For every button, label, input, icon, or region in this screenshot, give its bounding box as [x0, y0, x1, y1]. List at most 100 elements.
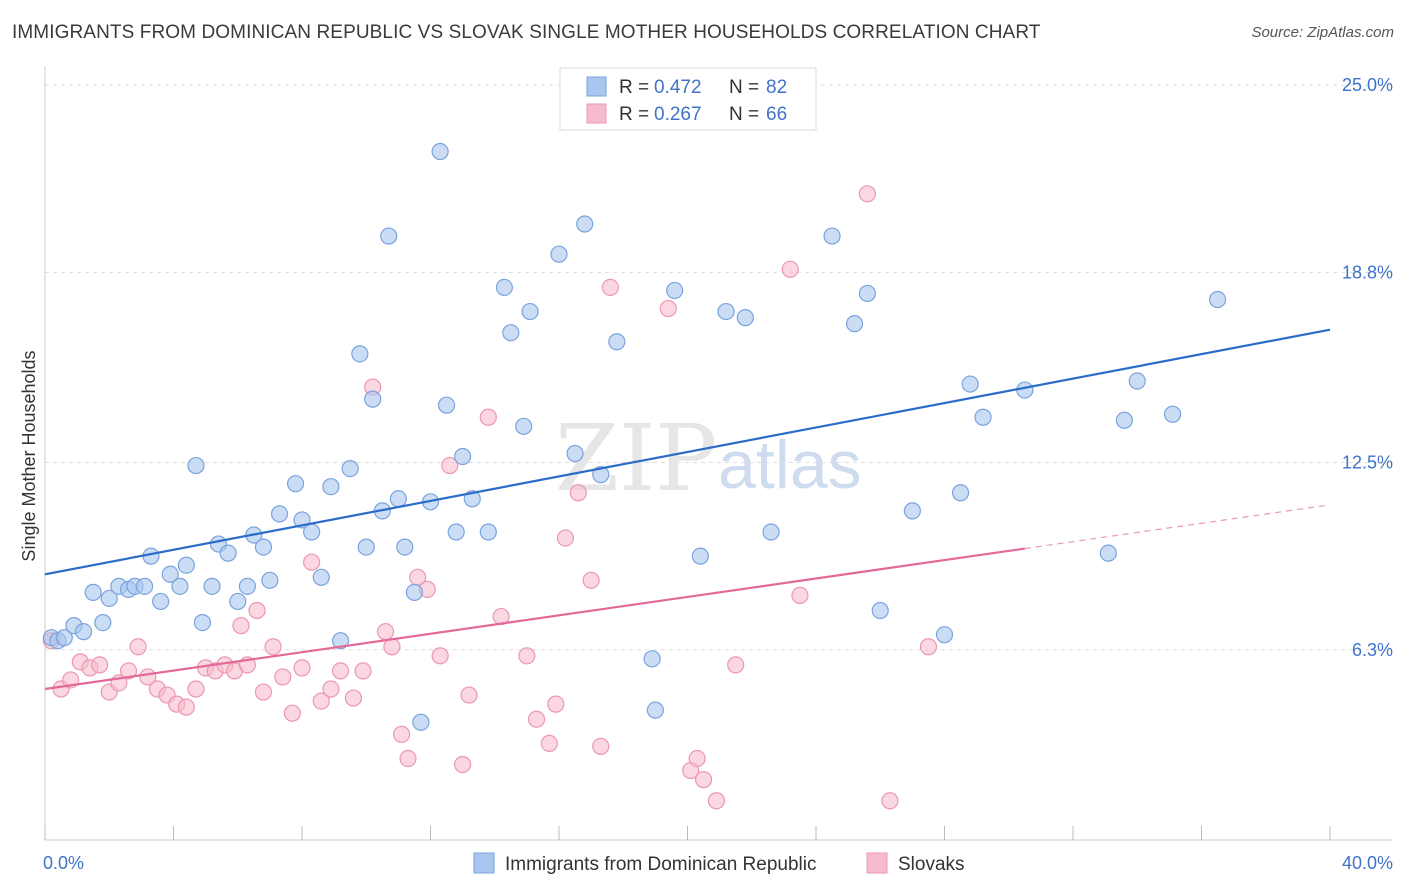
grid-layer [45, 84, 1392, 651]
dominican-point [135, 577, 154, 595]
dominican-point [502, 324, 520, 342]
dominican-point [515, 417, 533, 435]
dominican-point [187, 456, 205, 475]
series-legend-swatch-blue [473, 852, 495, 874]
slovak-point [688, 749, 706, 768]
dominican-point [1163, 405, 1182, 423]
y-tick-label: 18.8% [1342, 262, 1393, 282]
dominican-point [479, 523, 497, 541]
dominican-point [454, 447, 472, 466]
slovak-point [454, 755, 472, 774]
dominican-point [845, 315, 864, 333]
watermark: ZIP atlas [555, 405, 862, 512]
slovak-point [331, 662, 350, 680]
legend-n-label-blue: N = [729, 77, 759, 98]
dominican-point [74, 623, 93, 641]
dominican-point [357, 538, 375, 556]
dominican-point [691, 547, 709, 565]
slovak-point [460, 686, 478, 704]
dominican-point [608, 333, 626, 351]
dominican-point [312, 568, 330, 586]
dominican-point [1115, 411, 1134, 429]
y-tick-label: 25.0% [1342, 75, 1393, 95]
dominican-point [1208, 290, 1227, 309]
dominican-point [437, 396, 456, 414]
dominican-point [521, 302, 539, 321]
dominican-point [270, 505, 289, 523]
slovak-point [881, 792, 899, 810]
dominican-point [935, 626, 954, 644]
dominican-point [566, 444, 584, 463]
slovak-point [91, 656, 109, 674]
legend-n-value-blue: 82 [766, 77, 787, 98]
y-tick-label: 6.3% [1352, 640, 1393, 660]
dominican-point [447, 523, 465, 541]
slovak-point [344, 689, 362, 707]
dominican-point [331, 632, 350, 650]
legend-r-value-blue: 0.472 [654, 77, 702, 98]
dominican-point [431, 142, 449, 161]
slovak-point [919, 638, 938, 656]
slovak-point [232, 617, 250, 635]
dominican-point [1128, 372, 1146, 390]
dominican-point [351, 345, 369, 363]
dominican-point [961, 375, 979, 393]
slovak-point [248, 601, 266, 620]
dominican-point [152, 592, 170, 611]
dominican-point [903, 502, 921, 520]
watermark-atlas: atlas [718, 427, 862, 503]
chart-title: IMMIGRANTS FROM DOMINICAN REPUBLIC VS SL… [12, 22, 1041, 43]
y-axis-label: Single Mother Households [19, 350, 39, 561]
dominican-point [364, 390, 382, 408]
slovak-point [399, 749, 417, 768]
slovak-point [518, 647, 536, 665]
dominican-point [762, 523, 780, 541]
series-legend-swatch-pink [866, 852, 888, 874]
dominican-point [823, 227, 841, 245]
slovak-point [781, 260, 799, 278]
slovak-point [527, 710, 546, 728]
dominican-point [974, 408, 992, 426]
slovak-point [354, 662, 372, 680]
dominican-point [717, 302, 735, 321]
slovak-point [592, 737, 610, 755]
chart-source: Source: ZipAtlas.com [1251, 24, 1394, 41]
legend-r-label-pink: R = [619, 104, 649, 125]
slovak-point [659, 299, 677, 318]
dominican-point [303, 523, 321, 541]
dominican-point [171, 577, 189, 595]
dominican-point [286, 475, 305, 493]
dominican-point [100, 589, 118, 608]
legend-r-value-pink: 0.267 [654, 104, 702, 125]
slovak-point [376, 623, 395, 641]
dominican-point [592, 466, 610, 484]
slovak-point [441, 456, 459, 475]
dominican-point [1016, 381, 1034, 399]
slovak-point [322, 680, 340, 698]
x-tick-label: 40.0% [1342, 853, 1393, 873]
series-legend-label-pink: Slovaks [898, 854, 965, 875]
dominican-point [646, 701, 664, 719]
slovak-point [556, 529, 575, 547]
slovak-point [283, 704, 301, 722]
slovak-point [303, 553, 321, 571]
dominican-point [871, 601, 889, 620]
dominican-point [161, 565, 179, 583]
dominican-point [396, 538, 414, 556]
correlation-legend: R = 0.472 N = 82 R = 0.267 N = 66 [559, 67, 817, 131]
points-layer [42, 142, 1227, 810]
x-tick-label: 0.0% [43, 853, 84, 873]
dominican-point [341, 459, 359, 478]
dominican-point [94, 613, 112, 632]
dominican-point [238, 577, 256, 595]
series-legend: Immigrants from Dominican Republic Slova… [473, 852, 965, 875]
dominican-point [322, 478, 340, 496]
dominican-point [858, 284, 877, 303]
dominican-point [254, 538, 273, 556]
slovak-point [187, 680, 205, 698]
slovak-point [858, 185, 877, 203]
slovak-point [392, 725, 411, 743]
slovak-point [694, 771, 713, 789]
slovak-point [119, 662, 138, 680]
